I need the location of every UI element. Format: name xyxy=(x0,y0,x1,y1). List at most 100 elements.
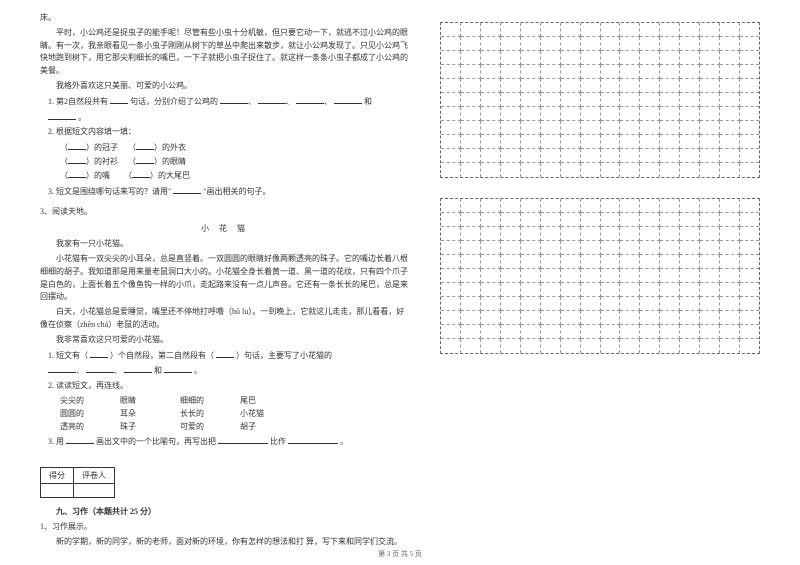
grid-cell[interactable] xyxy=(680,135,700,149)
grid-cell[interactable] xyxy=(501,65,521,79)
grid-cell[interactable] xyxy=(680,269,700,283)
grid-cell[interactable] xyxy=(601,121,621,135)
grid-cell[interactable] xyxy=(660,339,680,353)
grid-cell[interactable] xyxy=(481,121,501,135)
blank[interactable] xyxy=(86,364,114,373)
grid-cell[interactable] xyxy=(640,227,660,241)
grid-cell[interactable] xyxy=(541,149,561,163)
grid-cell[interactable] xyxy=(720,255,740,269)
grid-cell[interactable] xyxy=(700,93,720,107)
grid-cell[interactable] xyxy=(441,121,461,135)
grid-cell[interactable] xyxy=(660,297,680,311)
grid-cell[interactable] xyxy=(521,269,541,283)
grid-cell[interactable] xyxy=(441,311,461,325)
grid-cell[interactable] xyxy=(561,51,581,65)
grid-cell[interactable] xyxy=(660,135,680,149)
grid-cell[interactable] xyxy=(521,51,541,65)
grid-cell[interactable] xyxy=(740,23,759,37)
grid-cell[interactable] xyxy=(601,241,621,255)
grid-cell[interactable] xyxy=(521,255,541,269)
grid-cell[interactable] xyxy=(700,163,720,177)
blank[interactable] xyxy=(218,435,268,444)
grid-cell[interactable] xyxy=(720,325,740,339)
grid-cell[interactable] xyxy=(640,163,660,177)
grid-cell[interactable] xyxy=(680,163,700,177)
grid-cell[interactable] xyxy=(720,121,740,135)
grid-cell[interactable] xyxy=(481,283,501,297)
grid-cell[interactable] xyxy=(581,199,601,213)
grid-cell[interactable] xyxy=(481,311,501,325)
grid-cell[interactable] xyxy=(521,93,541,107)
grid-cell[interactable] xyxy=(461,65,481,79)
grid-cell[interactable] xyxy=(601,65,621,79)
grid-cell[interactable] xyxy=(541,255,561,269)
grid-cell[interactable] xyxy=(501,339,521,353)
grid-cell[interactable] xyxy=(481,241,501,255)
grid-cell[interactable] xyxy=(700,199,720,213)
grid-cell[interactable] xyxy=(620,93,640,107)
grid-cell[interactable] xyxy=(720,107,740,121)
grid-cell[interactable] xyxy=(740,255,759,269)
grid-cell[interactable] xyxy=(461,339,481,353)
writing-grid-2[interactable] xyxy=(440,198,760,354)
grid-cell[interactable] xyxy=(501,227,521,241)
grid-cell[interactable] xyxy=(501,121,521,135)
grid-cell[interactable] xyxy=(441,135,461,149)
grid-cell[interactable] xyxy=(481,199,501,213)
grid-cell[interactable] xyxy=(700,37,720,51)
grid-cell[interactable] xyxy=(660,325,680,339)
grid-cell[interactable] xyxy=(521,199,541,213)
blank[interactable] xyxy=(334,95,362,104)
grid-cell[interactable] xyxy=(640,269,660,283)
grid-cell[interactable] xyxy=(481,135,501,149)
grid-cell[interactable] xyxy=(461,311,481,325)
grid-cell[interactable] xyxy=(501,163,521,177)
grid-cell[interactable] xyxy=(620,227,640,241)
grid-cell[interactable] xyxy=(441,227,461,241)
grid-cell[interactable] xyxy=(680,255,700,269)
grid-cell[interactable] xyxy=(481,163,501,177)
grid-cell[interactable] xyxy=(620,163,640,177)
grid-cell[interactable] xyxy=(561,227,581,241)
grid-cell[interactable] xyxy=(601,255,621,269)
grid-cell[interactable] xyxy=(740,37,759,51)
grid-cell[interactable] xyxy=(501,51,521,65)
grid-cell[interactable] xyxy=(441,107,461,121)
grid-cell[interactable] xyxy=(461,51,481,65)
grid-cell[interactable] xyxy=(640,93,660,107)
grid-cell[interactable] xyxy=(720,65,740,79)
grid-cell[interactable] xyxy=(601,269,621,283)
grid-cell[interactable] xyxy=(620,65,640,79)
blank[interactable] xyxy=(258,95,286,104)
grid-cell[interactable] xyxy=(620,107,640,121)
grid-cell[interactable] xyxy=(501,37,521,51)
grid-cell[interactable] xyxy=(640,65,660,79)
grid-cell[interactable] xyxy=(461,163,481,177)
grid-cell[interactable] xyxy=(441,163,461,177)
grid-cell[interactable] xyxy=(521,241,541,255)
grid-cell[interactable] xyxy=(640,297,660,311)
grid-cell[interactable] xyxy=(720,297,740,311)
grid-cell[interactable] xyxy=(740,51,759,65)
grid-cell[interactable] xyxy=(660,227,680,241)
grid-cell[interactable] xyxy=(541,311,561,325)
grid-cell[interactable] xyxy=(521,213,541,227)
grid-cell[interactable] xyxy=(561,121,581,135)
grid-cell[interactable] xyxy=(700,213,720,227)
grid-cell[interactable] xyxy=(561,163,581,177)
grid-cell[interactable] xyxy=(740,65,759,79)
grid-cell[interactable] xyxy=(481,79,501,93)
blank[interactable] xyxy=(124,364,152,373)
grid-cell[interactable] xyxy=(640,325,660,339)
grid-cell[interactable] xyxy=(581,51,601,65)
grid-cell[interactable] xyxy=(461,135,481,149)
grid-cell[interactable] xyxy=(740,149,759,163)
grid-cell[interactable] xyxy=(461,149,481,163)
grid-cell[interactable] xyxy=(640,199,660,213)
grid-cell[interactable] xyxy=(561,297,581,311)
grid-cell[interactable] xyxy=(680,339,700,353)
grid-cell[interactable] xyxy=(720,93,740,107)
grid-cell[interactable] xyxy=(581,283,601,297)
grid-cell[interactable] xyxy=(541,93,561,107)
grid-cell[interactable] xyxy=(680,93,700,107)
